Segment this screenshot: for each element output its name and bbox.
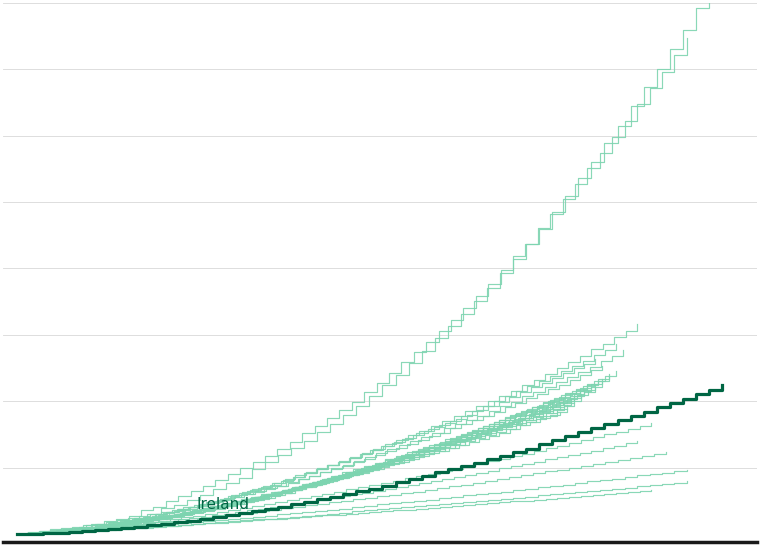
- Text: Ireland: Ireland: [197, 497, 250, 512]
